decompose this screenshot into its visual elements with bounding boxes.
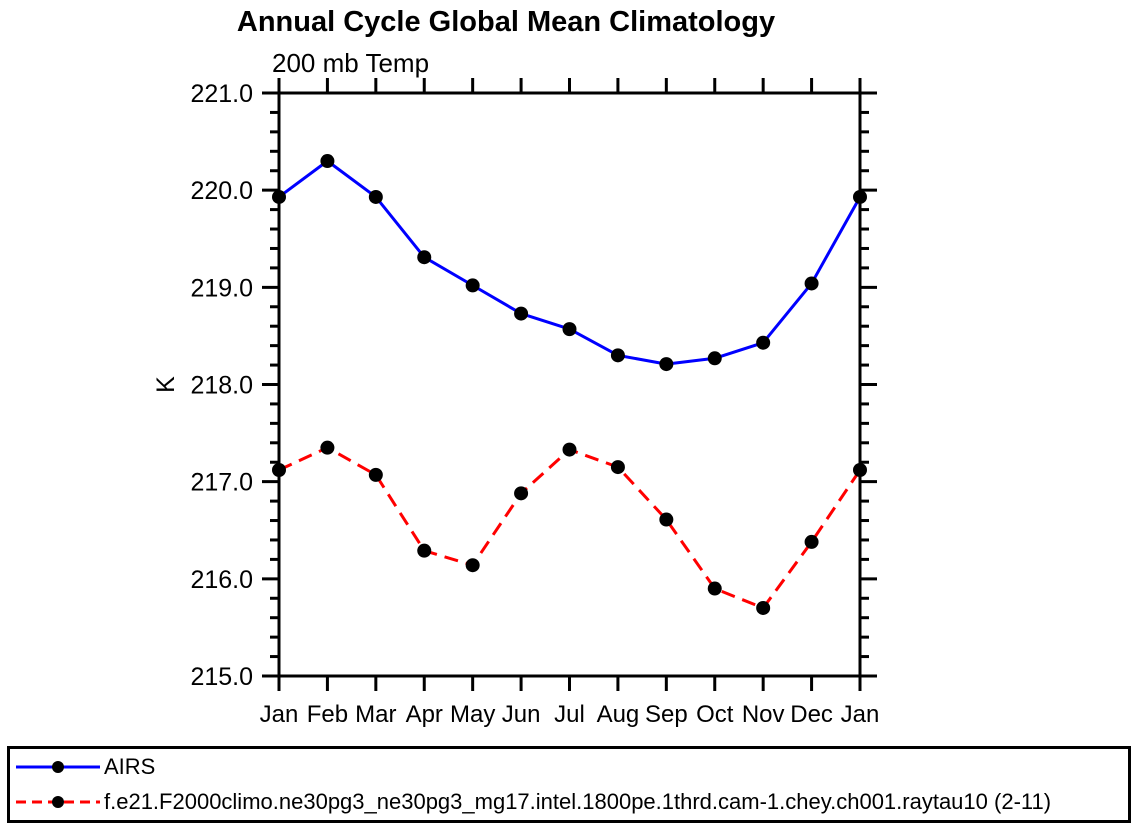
svg-text:215.0: 215.0 <box>190 663 253 691</box>
airs-line-sample-icon <box>16 761 100 774</box>
legend-item-airs: AIRS <box>14 751 1128 783</box>
svg-text:Oct: Oct <box>696 701 734 728</box>
svg-text:Dec: Dec <box>790 701 833 728</box>
svg-text:K: K <box>152 376 180 393</box>
svg-text:217.0: 217.0 <box>190 469 253 497</box>
svg-text:219.0: 219.0 <box>190 274 253 302</box>
svg-text:216.0: 216.0 <box>190 566 253 594</box>
legend-label-model-run: f.e21.F2000climo.ne30pg3_ne30pg3_mg17.in… <box>104 788 1052 814</box>
svg-text:Jan: Jan <box>841 701 880 728</box>
svg-text:220.0: 220.0 <box>190 177 253 205</box>
svg-text:Jan: Jan <box>260 701 299 728</box>
svg-text:Aug: Aug <box>597 701 640 728</box>
svg-text:221.0: 221.0 <box>190 80 253 108</box>
legend-box: AIRS f.e21.F2000climo.ne30pg3_ne30pg3_mg… <box>7 746 1131 823</box>
svg-text:Apr: Apr <box>406 701 443 728</box>
svg-text:Mar: Mar <box>355 701 396 728</box>
svg-text:Jul: Jul <box>554 701 585 728</box>
svg-text:Feb: Feb <box>307 701 348 728</box>
chart-title: Annual Cycle Global Mean Climatology <box>236 6 776 38</box>
chart-subtitle: 200 mb Temp <box>272 48 430 78</box>
legend-label-airs: AIRS <box>104 754 156 780</box>
svg-text:Jun: Jun <box>502 701 541 728</box>
svg-text:May: May <box>450 701 495 728</box>
svg-text:Sep: Sep <box>645 701 688 728</box>
plot-area: 215.0 216.0 217.0 218.0 219.0 220.0 221.0 Jan Fe… <box>152 78 880 728</box>
legend-item-model-run: f.e21.F2000climo.ne30pg3_ne30pg3_mg17.in… <box>14 786 1128 818</box>
svg-text:Nov: Nov <box>742 701 785 728</box>
model-run-line-sample-icon <box>16 795 100 808</box>
svg-text:218.0: 218.0 <box>190 372 253 400</box>
